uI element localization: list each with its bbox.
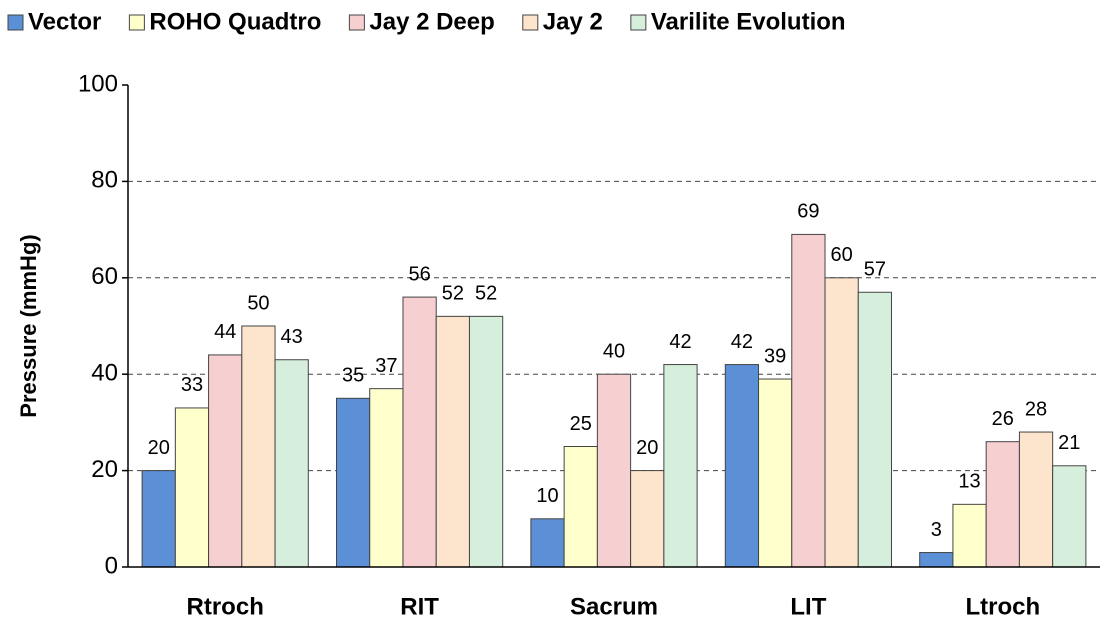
bar xyxy=(141,470,176,568)
data-label: 21 xyxy=(1058,432,1080,454)
y-tick-label: 80 xyxy=(91,167,118,194)
x-tick-label: LIT xyxy=(790,593,826,620)
data-label: 60 xyxy=(831,244,853,266)
bar xyxy=(1018,431,1054,568)
bar xyxy=(758,378,793,568)
data-label: 40 xyxy=(603,340,625,362)
data-label: 44 xyxy=(214,321,236,343)
bar xyxy=(335,397,371,568)
bar xyxy=(468,315,504,568)
bar xyxy=(663,364,698,568)
x-tick-label: Rtroch xyxy=(187,593,264,620)
y-tick-label: 0 xyxy=(105,552,118,579)
y-axis-label: Pressure (mmHg) xyxy=(16,234,41,417)
data-label: 69 xyxy=(797,201,819,223)
data-label: 42 xyxy=(669,331,691,353)
data-label: 33 xyxy=(181,374,203,396)
y-tick-label: 40 xyxy=(91,360,118,387)
legend-swatch xyxy=(630,14,647,31)
y-tick-label: 60 xyxy=(91,263,118,290)
bar xyxy=(919,552,954,568)
data-label: 25 xyxy=(570,413,592,435)
data-label: 28 xyxy=(1025,398,1047,420)
bar xyxy=(241,325,276,568)
legend-swatch xyxy=(348,14,365,31)
data-label: 56 xyxy=(408,263,430,285)
bar xyxy=(596,373,632,568)
bar xyxy=(1052,465,1087,568)
bar xyxy=(952,503,987,568)
x-tick-label: RIT xyxy=(400,593,439,620)
bar xyxy=(630,470,665,568)
data-label: 43 xyxy=(281,326,303,348)
y-tick-label: 100 xyxy=(78,70,118,97)
data-label: 10 xyxy=(536,485,558,507)
bar xyxy=(274,359,309,568)
data-label: 35 xyxy=(342,365,364,387)
bar xyxy=(791,233,826,568)
legend-swatch xyxy=(128,14,145,31)
legend-swatch xyxy=(522,14,539,31)
data-label: 20 xyxy=(636,437,658,459)
legend-label: Jay 2 Deep xyxy=(369,8,494,35)
legend-label: Varilite Evolution xyxy=(651,8,846,35)
bar xyxy=(402,296,437,568)
x-tick-label: Sacrum xyxy=(570,593,658,620)
data-label: 52 xyxy=(442,283,464,305)
y-tick-label: 20 xyxy=(91,456,118,483)
data-label: 20 xyxy=(148,437,170,459)
data-label: 13 xyxy=(958,471,980,493)
bar xyxy=(174,407,210,568)
data-label: 3 xyxy=(931,519,942,541)
data-label: 42 xyxy=(731,331,753,353)
legend-label: Jay 2 xyxy=(543,8,603,35)
legend-swatch xyxy=(7,14,24,31)
bar xyxy=(824,277,859,568)
bar xyxy=(435,315,470,568)
bar xyxy=(857,291,893,568)
x-tick-label: Ltroch xyxy=(965,593,1040,620)
data-label: 39 xyxy=(764,345,786,367)
legend-label: ROHO Quadtro xyxy=(149,8,321,35)
bar xyxy=(369,388,404,568)
bar xyxy=(985,441,1020,568)
bar xyxy=(530,518,565,568)
data-label: 26 xyxy=(992,408,1014,430)
bar xyxy=(563,446,598,568)
data-label: 37 xyxy=(375,355,397,377)
bar xyxy=(208,354,243,568)
bar xyxy=(724,364,760,568)
data-label: 50 xyxy=(247,292,269,314)
legend-label: Vector xyxy=(28,8,101,35)
data-label: 52 xyxy=(475,283,497,305)
data-label: 57 xyxy=(864,259,886,281)
